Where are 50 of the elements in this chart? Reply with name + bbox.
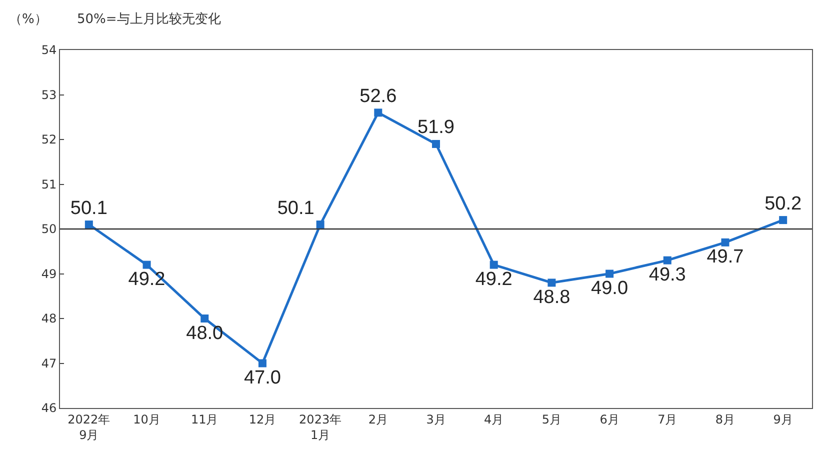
data-label: 52.6: [360, 86, 397, 107]
point: [779, 216, 788, 224]
x-tick-label: 11月: [190, 412, 218, 426]
data-label: 49.2: [475, 269, 512, 290]
point: [606, 270, 614, 278]
x-tick-label: 12月: [248, 412, 276, 426]
point: [200, 314, 209, 322]
x-tick-label: 6月: [600, 412, 620, 426]
point: [316, 220, 324, 229]
y-tick-label: 53: [41, 88, 57, 102]
y-tick-label: 50: [41, 222, 57, 236]
x-tick-label: 4月: [484, 412, 504, 426]
point: [663, 256, 672, 264]
point: [258, 359, 266, 368]
y-tick-label: 51: [41, 177, 57, 192]
point: [548, 278, 556, 287]
x-tick-label: 8月: [715, 412, 736, 426]
y-axis-title: （%）: [9, 12, 48, 27]
x-tick-label: 2月: [368, 412, 388, 426]
point: [721, 238, 730, 246]
x-tick-label: 9月: [773, 412, 793, 426]
point: [84, 220, 93, 229]
data-label: 49.7: [706, 246, 744, 268]
x-tick-label: 2022年 9月: [68, 412, 110, 442]
data-label: 47.0: [244, 368, 281, 388]
x-tick-label: 10月: [133, 412, 160, 426]
y-tick-label: 49: [41, 266, 57, 281]
y-tick-label: 46: [41, 401, 57, 416]
point: [374, 108, 382, 117]
data-label: 49.0: [591, 278, 628, 299]
data-label: 49.2: [128, 269, 166, 290]
y-tick-label: 47: [41, 356, 57, 370]
point: [490, 260, 498, 269]
point: [142, 260, 151, 269]
data-label: 50.2: [764, 193, 802, 214]
text: 50%=与上月比较无变化: [77, 12, 221, 27]
data-label: 49.3: [648, 264, 686, 286]
data-label: 51.9: [418, 117, 454, 138]
data-label: 50.1: [70, 198, 108, 219]
data-label: 48.8: [533, 286, 570, 308]
data-label: 50.1: [277, 198, 314, 219]
x-tick-label: 3月: [426, 412, 446, 426]
y-tick-label: 54: [41, 43, 57, 58]
y-tick-label: 52: [41, 132, 57, 147]
x-tick-label: 5月: [542, 412, 562, 426]
x-tick-label: 7月: [658, 412, 678, 426]
x-tick-label: 2023年 1月: [299, 412, 342, 442]
data-label: 48.0: [186, 322, 224, 344]
y-tick-label: 48: [41, 312, 57, 326]
point: [432, 140, 440, 148]
